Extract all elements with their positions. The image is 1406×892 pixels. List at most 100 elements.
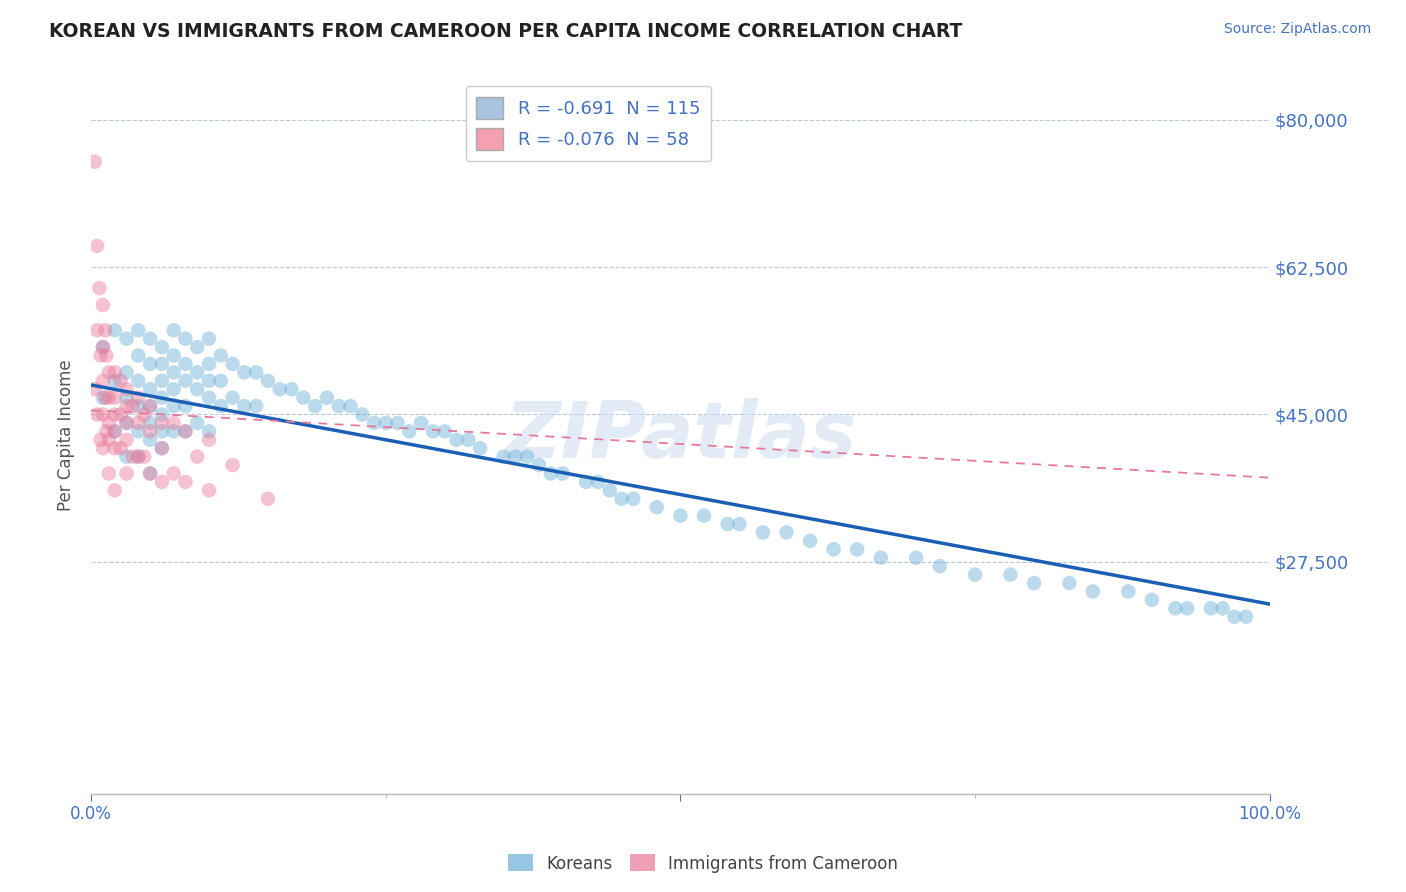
- Point: [86, 323, 108, 337]
- Point: [91, 408, 114, 422]
- Point: [446, 433, 468, 447]
- Point: [139, 416, 162, 430]
- Point: [127, 450, 149, 464]
- Text: Source: ZipAtlas.com: Source: ZipAtlas.com: [1223, 22, 1371, 37]
- Point: [1000, 567, 1022, 582]
- Point: [86, 408, 108, 422]
- Point: [91, 391, 114, 405]
- Point: [97, 467, 120, 481]
- Point: [174, 425, 197, 439]
- Point: [245, 399, 267, 413]
- Point: [139, 382, 162, 396]
- Point: [669, 508, 692, 523]
- Point: [115, 467, 138, 481]
- Point: [174, 475, 197, 489]
- Point: [96, 425, 118, 439]
- Point: [110, 374, 132, 388]
- Point: [139, 467, 162, 481]
- Point: [174, 425, 197, 439]
- Point: [174, 374, 197, 388]
- Point: [186, 450, 208, 464]
- Point: [139, 467, 162, 481]
- Point: [398, 425, 420, 439]
- Point: [163, 467, 186, 481]
- Legend: R = -0.691  N = 115, R = -0.076  N = 58: R = -0.691 N = 115, R = -0.076 N = 58: [465, 87, 711, 161]
- Point: [586, 475, 609, 489]
- Point: [198, 483, 221, 498]
- Point: [174, 332, 197, 346]
- Point: [91, 340, 114, 354]
- Point: [115, 399, 138, 413]
- Point: [198, 425, 221, 439]
- Point: [104, 425, 127, 439]
- Point: [163, 425, 186, 439]
- Point: [90, 349, 112, 363]
- Point: [905, 550, 928, 565]
- Point: [104, 425, 127, 439]
- Point: [1164, 601, 1187, 615]
- Point: [575, 475, 598, 489]
- Point: [96, 349, 118, 363]
- Point: [89, 281, 111, 295]
- Point: [716, 516, 738, 531]
- Point: [304, 399, 326, 413]
- Point: [115, 433, 138, 447]
- Point: [551, 467, 574, 481]
- Point: [97, 416, 120, 430]
- Point: [139, 433, 162, 447]
- Point: [91, 340, 114, 354]
- Text: ZIPatlas: ZIPatlas: [505, 398, 856, 474]
- Point: [1234, 609, 1257, 624]
- Point: [198, 391, 221, 405]
- Point: [110, 441, 132, 455]
- Point: [127, 450, 149, 464]
- Point: [115, 382, 138, 396]
- Point: [97, 433, 120, 447]
- Point: [645, 500, 668, 515]
- Point: [1140, 592, 1163, 607]
- Point: [104, 483, 127, 498]
- Point: [139, 399, 162, 413]
- Point: [1199, 601, 1222, 615]
- Point: [186, 365, 208, 379]
- Point: [1212, 601, 1234, 615]
- Point: [127, 416, 149, 430]
- Point: [150, 441, 173, 455]
- Point: [163, 416, 186, 430]
- Point: [104, 441, 127, 455]
- Point: [91, 441, 114, 455]
- Point: [728, 516, 751, 531]
- Point: [411, 416, 433, 430]
- Point: [1116, 584, 1139, 599]
- Point: [104, 374, 127, 388]
- Point: [104, 323, 127, 337]
- Point: [104, 391, 127, 405]
- Legend: Koreans, Immigrants from Cameroon: Koreans, Immigrants from Cameroon: [502, 847, 904, 880]
- Point: [91, 298, 114, 312]
- Point: [186, 340, 208, 354]
- Point: [693, 508, 716, 523]
- Point: [433, 425, 456, 439]
- Point: [352, 408, 374, 422]
- Point: [163, 382, 186, 396]
- Point: [775, 525, 797, 540]
- Point: [186, 382, 208, 396]
- Point: [233, 399, 256, 413]
- Point: [115, 391, 138, 405]
- Point: [94, 391, 117, 405]
- Point: [245, 365, 267, 379]
- Point: [139, 357, 162, 371]
- Point: [527, 458, 550, 472]
- Point: [104, 365, 127, 379]
- Point: [209, 349, 232, 363]
- Point: [163, 323, 186, 337]
- Point: [257, 491, 280, 506]
- Point: [280, 382, 302, 396]
- Point: [823, 542, 845, 557]
- Point: [468, 441, 491, 455]
- Point: [269, 382, 291, 396]
- Point: [163, 349, 186, 363]
- Point: [928, 559, 950, 574]
- Point: [127, 323, 149, 337]
- Point: [387, 416, 409, 430]
